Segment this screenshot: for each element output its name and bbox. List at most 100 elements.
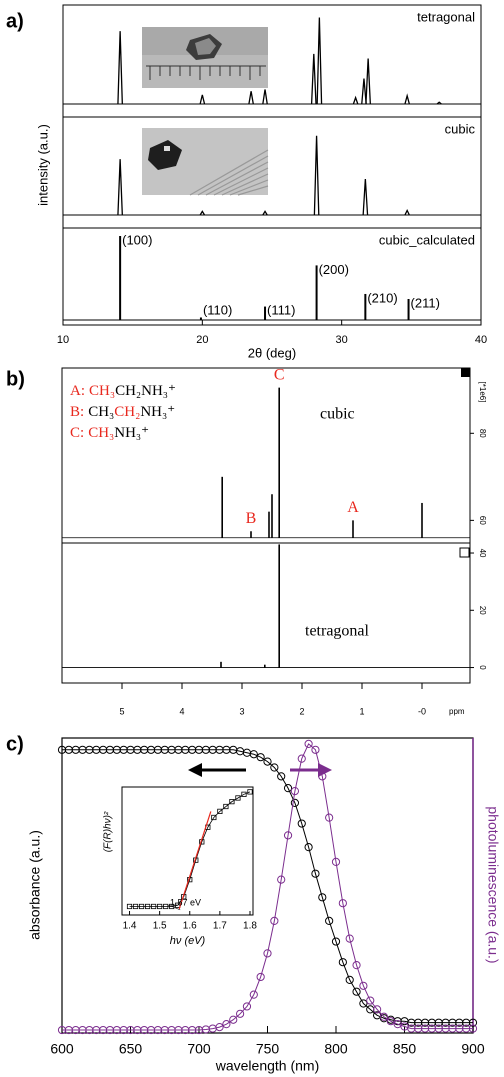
- y-tick-label: 0: [478, 665, 487, 670]
- data-point: [270, 763, 279, 772]
- data-point: [256, 753, 265, 762]
- legend-text: NH₃⁺: [114, 425, 149, 441]
- data-point: [277, 875, 286, 884]
- inset-x-tick-label: 1.8: [243, 921, 257, 932]
- peak: [362, 178, 369, 216]
- y-axis-label: absorbance (a.u.): [27, 830, 43, 940]
- panel-label: c): [6, 733, 24, 755]
- data-point: [263, 949, 272, 958]
- legend-text: CH₃: [88, 404, 114, 420]
- legend-text: CH₃: [88, 425, 114, 441]
- x-tick-label: 750: [256, 1041, 280, 1057]
- peak: [313, 135, 320, 216]
- peak-label: (200): [319, 262, 349, 277]
- inset-x-axis-label: hν (eV): [170, 935, 206, 947]
- x-axis-label: wavelength (nm): [215, 1058, 320, 1074]
- inset-x-tick-label: 1.4: [123, 921, 137, 932]
- data-point: [345, 934, 354, 943]
- data-point: [229, 1015, 238, 1024]
- legend-entry: C: CH₃NH₃⁺: [70, 425, 149, 441]
- data-point: [297, 819, 306, 828]
- legend-text: C:: [70, 425, 84, 441]
- data-point: [311, 745, 320, 754]
- legend-text: A:: [70, 383, 85, 399]
- peak: [248, 91, 254, 105]
- panel-label: b): [6, 368, 25, 390]
- peak: [404, 93, 410, 105]
- inset-point: [247, 789, 253, 795]
- crystal-photo: [142, 128, 269, 196]
- x-tick-label: 1: [359, 706, 364, 716]
- x-tick-label: 5: [119, 706, 124, 716]
- data-point: [325, 813, 334, 822]
- inset-point: [126, 903, 133, 910]
- data-point: [352, 987, 361, 996]
- inset-y-axis-label: (F(R)hν)²: [103, 811, 114, 852]
- data-point: [311, 869, 320, 878]
- peak: [199, 210, 206, 216]
- inset-point: [229, 799, 235, 805]
- peak: [365, 58, 371, 105]
- x-tick-label: 30: [336, 334, 348, 346]
- x-tick-label: 2: [299, 706, 304, 716]
- data-point: [331, 857, 341, 867]
- x-tick-label: 20: [196, 334, 208, 346]
- y2-axis-label: photoluminescence (a.u.): [485, 806, 501, 963]
- data-point: [325, 916, 334, 926]
- plot-frame: [61, 367, 471, 684]
- x-tick-label: -0: [418, 706, 426, 716]
- series-label: tetragonal: [417, 9, 475, 24]
- data-point: [249, 990, 258, 999]
- x-tick-label: 600: [50, 1041, 74, 1057]
- legend-text: CH₃: [89, 383, 115, 399]
- data-point: [256, 972, 265, 982]
- data-point: [283, 831, 293, 840]
- crystal-photo: [142, 27, 268, 88]
- arrow: [188, 763, 246, 777]
- x-axis-label: 2θ (deg): [248, 345, 296, 360]
- series-label: cubic: [445, 121, 476, 136]
- legend-entry: A: CH₃CH₂NH₃⁺: [70, 383, 176, 399]
- peak: [310, 53, 317, 105]
- data-point: [236, 1009, 245, 1018]
- data-point: [373, 1005, 382, 1014]
- peak-label: A: [347, 499, 359, 516]
- legend-entry: B: CH₃CH₂NH₃⁺: [70, 404, 175, 420]
- data-point: [222, 1020, 231, 1029]
- fit-line: [178, 811, 212, 910]
- y-axis-label: intensity (a.u.): [35, 124, 50, 206]
- legend-text: B:: [70, 404, 84, 420]
- inset-point: [235, 795, 241, 801]
- peak: [199, 94, 206, 105]
- inset-point: [144, 903, 151, 910]
- peak-label: B: [246, 510, 257, 527]
- peak: [316, 17, 323, 105]
- series-label: tetragonal: [305, 623, 370, 640]
- x-axis-label: ppm: [449, 707, 465, 716]
- inset-frame: [121, 786, 254, 916]
- data-point: [338, 958, 347, 967]
- y-tick-label: 40: [478, 549, 487, 558]
- data-point: [331, 937, 341, 946]
- data-point: [304, 843, 313, 852]
- peak-label: (111): [267, 302, 295, 317]
- x-tick-label: 850: [393, 1041, 417, 1057]
- spectrum-marker: [459, 547, 470, 558]
- peak: [436, 101, 442, 105]
- x-tick-label: 650: [119, 1041, 143, 1057]
- peak-label: (100): [122, 232, 152, 247]
- data-point: [468, 1024, 478, 1033]
- peak: [117, 31, 123, 105]
- x-tick-label: 800: [324, 1041, 348, 1057]
- inset-point: [132, 903, 139, 910]
- plot-frame: [62, 4, 482, 326]
- annotation-pointer: [167, 904, 181, 911]
- peak: [404, 209, 410, 216]
- peak: [352, 95, 359, 105]
- data-point: [277, 772, 286, 781]
- legend-text: CH₂NH₃⁺: [115, 383, 176, 399]
- y-tick-label: 60: [478, 516, 487, 525]
- scale-label: [*1e6]: [478, 382, 487, 403]
- legend-text: CH₂: [114, 404, 140, 420]
- data-point: [359, 981, 368, 990]
